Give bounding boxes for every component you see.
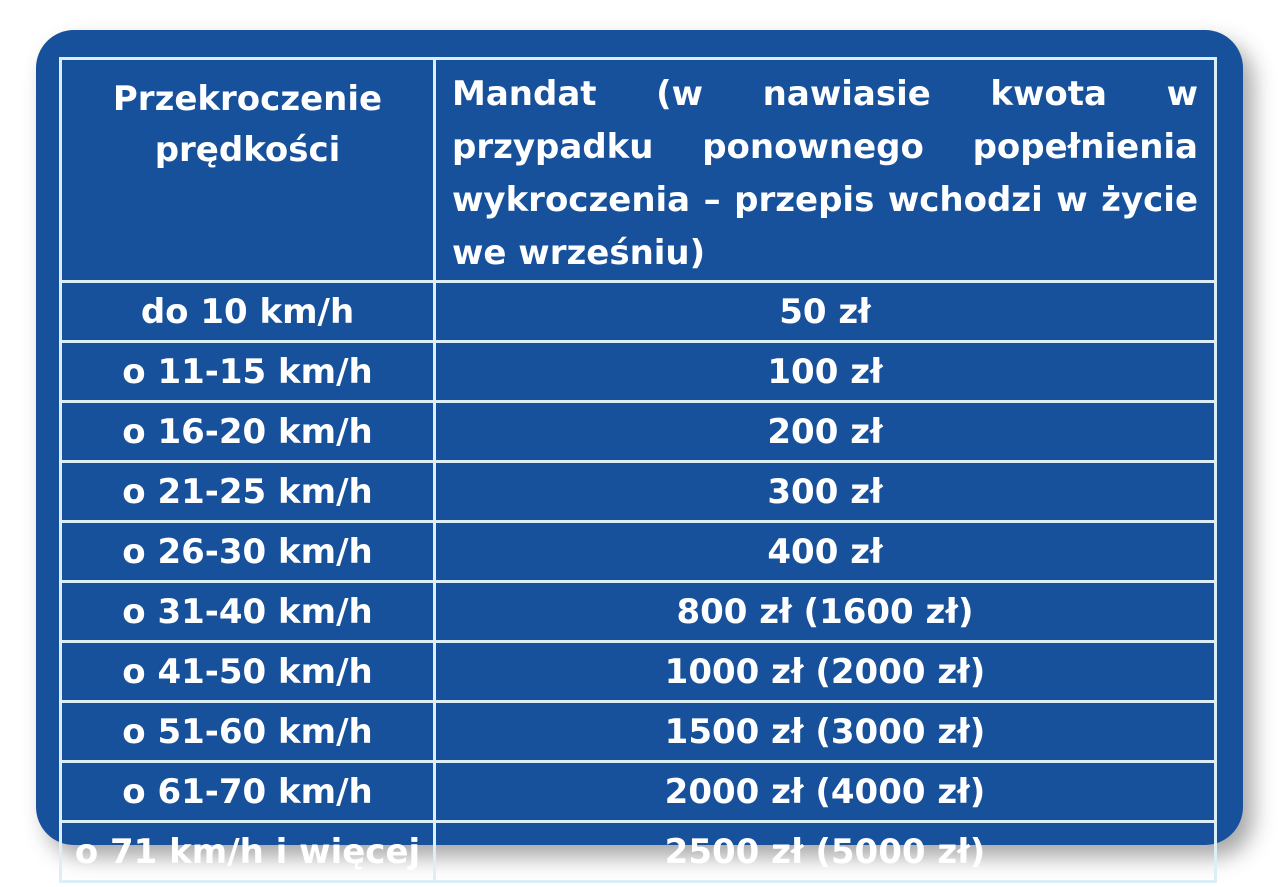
fine-amount-cell: 100 zł: [433, 340, 1217, 404]
table-row: o 71 km/h i więcej 2500 zł (5000 zł): [59, 820, 1217, 884]
speed-range-cell: o 11-15 km/h: [59, 340, 436, 404]
fine-amount-cell: 2500 zł (5000 zł): [433, 820, 1217, 884]
fine-amount-cell: 200 zł: [433, 400, 1217, 464]
speeding-fines-table: Przekroczenie prędkości Mandat (w nawias…: [59, 56, 1217, 884]
speed-range-cell: o 26-30 km/h: [59, 520, 436, 584]
fine-amount-cell: 300 zł: [433, 460, 1217, 524]
fine-amount-cell: 1000 zł (2000 zł): [433, 640, 1217, 704]
fine-amount-cell: 2000 zł (4000 zł): [433, 760, 1217, 824]
table-row: o 11-15 km/h 100 zł: [59, 340, 1217, 404]
speed-range-cell: o 51-60 km/h: [59, 700, 436, 764]
table-row: o 31-40 km/h 800 zł (1600 zł): [59, 580, 1217, 644]
header-speed-exceeded: Przekroczenie prędkości: [59, 56, 436, 284]
speed-range-cell: o 16-20 km/h: [59, 400, 436, 464]
table-row: o 21-25 km/h 300 zł: [59, 460, 1217, 524]
speed-range-cell: o 21-25 km/h: [59, 460, 436, 524]
table-row: o 41-50 km/h 1000 zł (2000 zł): [59, 640, 1217, 704]
table-row: o 16-20 km/h 200 zł: [59, 400, 1217, 464]
speed-range-cell: o 41-50 km/h: [59, 640, 436, 704]
header-row: Przekroczenie prędkości Mandat (w nawias…: [59, 56, 1217, 284]
fine-amount-cell: 800 zł (1600 zł): [433, 580, 1217, 644]
table-body: do 10 km/h 50 zł o 11-15 km/h 100 zł o 16-20…: [59, 280, 1217, 884]
speed-range-cell: o 71 km/h i więcej: [59, 820, 436, 884]
table-row: o 26-30 km/h 400 zł: [59, 520, 1217, 584]
fine-amount-cell: 1500 zł (3000 zł): [433, 700, 1217, 764]
header-fine-amount: Mandat (w nawiasie kwota w przypadku pon…: [433, 56, 1217, 284]
table-row: o 61-70 km/h 2000 zł (4000 zł): [59, 760, 1217, 824]
fines-panel: Przekroczenie prędkości Mandat (w nawias…: [36, 30, 1243, 884]
speed-range-cell: do 10 km/h: [59, 280, 436, 344]
speed-range-cell: o 31-40 km/h: [59, 580, 436, 644]
fine-amount-cell: 400 zł: [433, 520, 1217, 584]
speed-range-cell: o 61-70 km/h: [59, 760, 436, 824]
table-row: o 51-60 km/h 1500 zł (3000 zł): [59, 700, 1217, 764]
fine-amount-cell: 50 zł: [433, 280, 1217, 344]
table-row: do 10 km/h 50 zł: [59, 280, 1217, 344]
table-header: Przekroczenie prędkości Mandat (w nawias…: [59, 56, 1217, 284]
